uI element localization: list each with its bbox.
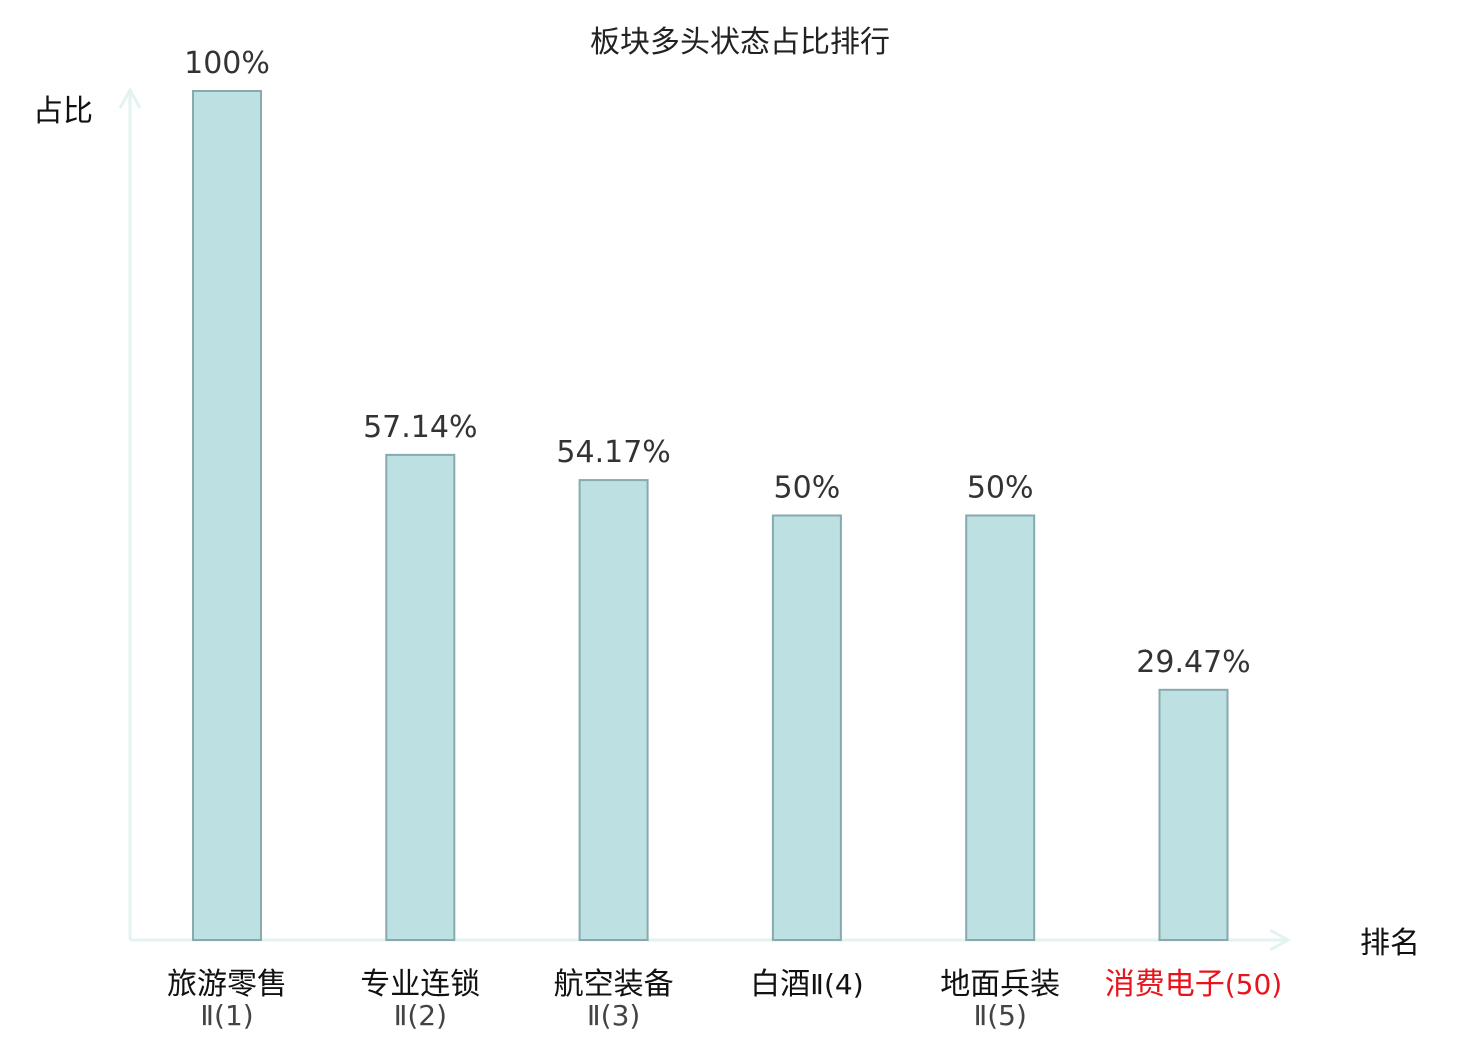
category-rank: Ⅱ(4): [810, 968, 863, 1001]
x-axis-label: 排名: [1360, 926, 1420, 961]
category-label: 消费电子(50): [1105, 967, 1282, 1002]
category-rank-label: Ⅱ(5): [973, 999, 1026, 1032]
category-label: 地面兵装: [940, 967, 1060, 1002]
bar: [192, 90, 262, 941]
value-labels-group: 100% 57.14% 54.17% 50% 50% 29.47%: [184, 46, 1251, 680]
category-name: 消费电子: [1105, 967, 1225, 1002]
category-rank: (50): [1225, 968, 1282, 1001]
category-label: 专业连锁: [360, 967, 480, 1002]
y-axis-arrow-icon: [118, 86, 142, 109]
category-rank-label: Ⅱ(3): [587, 999, 640, 1032]
bars-group: [192, 90, 1229, 941]
axes: [118, 86, 1292, 952]
bar: [965, 514, 1036, 941]
chart-title: 板块多头状态占比排行: [590, 25, 890, 60]
value-label: 50%: [774, 471, 841, 506]
bar: [385, 453, 456, 941]
bar: [578, 479, 649, 941]
y-axis-label: 占比: [33, 94, 93, 129]
value-label: 50%: [967, 471, 1034, 506]
value-label: 54.17%: [556, 435, 670, 470]
category-label: 旅游零售: [167, 967, 287, 1002]
category-label: 航空装备: [554, 967, 674, 1002]
category-label: 白酒Ⅱ(4): [750, 967, 863, 1002]
category-rank-label: Ⅱ(1): [200, 999, 253, 1032]
value-label: 100%: [184, 46, 270, 81]
bar: [1158, 688, 1229, 941]
x-axis-arrow-icon: [1269, 928, 1292, 952]
category-name: 白酒: [750, 967, 810, 1002]
category-rank-label: Ⅱ(2): [394, 999, 447, 1032]
value-label: 29.47%: [1136, 645, 1250, 680]
bar: [771, 514, 842, 941]
value-label: 57.14%: [363, 410, 477, 445]
